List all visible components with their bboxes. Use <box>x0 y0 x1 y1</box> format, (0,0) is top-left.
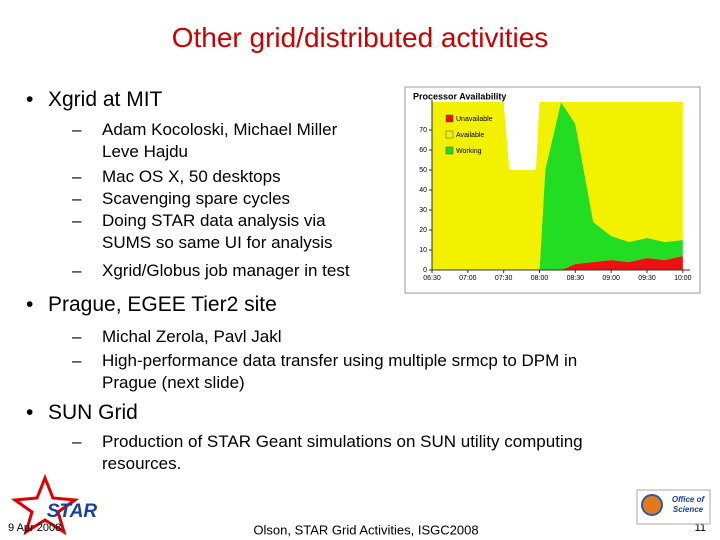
legend-swatch <box>445 114 454 123</box>
x-tick-label: 06:30 <box>423 275 441 282</box>
sub-bullet: Production of STAR Geant simulations on … <box>72 432 583 452</box>
sub-bullet: Xgrid/Globus job manager in test <box>72 261 350 281</box>
y-tick-label: 70 <box>419 127 427 134</box>
sub-bullet: Mac OS X, 50 desktops <box>72 167 281 187</box>
x-tick-label: 07:00 <box>459 275 477 282</box>
sub-bullet: High-performance data transfer using mul… <box>72 351 577 371</box>
legend-label: Unavailable <box>456 116 493 123</box>
y-tick-label: 20 <box>419 227 427 234</box>
x-tick-label: 10:00 <box>674 275 692 282</box>
y-tick-label: 0 <box>423 267 427 274</box>
office-logo-icon <box>641 494 663 516</box>
y-tick-label: 40 <box>419 187 427 194</box>
x-tick-label: 08:00 <box>531 275 549 282</box>
x-tick-label: 09:00 <box>602 275 620 282</box>
legend-swatch <box>445 146 454 155</box>
page-number: 11 <box>695 522 706 534</box>
area <box>432 102 683 270</box>
sub-bullet: Scavenging spare cycles <box>72 189 290 209</box>
area <box>432 256 683 270</box>
footer-center: Olson, STAR Grid Activities, ISGC2008 <box>253 522 478 537</box>
footer-date: 9 Apr 2008 <box>8 522 61 534</box>
sub-bullet: Michal Zerola, Pavl Jakl <box>72 327 281 347</box>
legend-label: Available <box>456 132 484 139</box>
bullet: Prague, EGEE Tier2 site <box>26 293 277 317</box>
bullet: Xgrid at MIT <box>26 88 162 112</box>
x-tick-label: 09:30 <box>638 275 656 282</box>
x-tick-label: 07:30 <box>495 275 513 282</box>
star-logo <box>10 473 80 536</box>
bullet: SUN Grid <box>26 401 138 425</box>
sub-bullet: resources. <box>102 454 182 473</box>
area <box>432 102 683 270</box>
office-logo-text: Office of <box>672 495 706 504</box>
sub-bullet: Prague (next slide) <box>102 373 245 392</box>
legend-swatch <box>445 130 454 139</box>
legend-label: Working <box>456 148 482 155</box>
y-tick-label: 50 <box>419 167 427 174</box>
chart-title: Processor Availability <box>413 91 506 101</box>
y-tick-label: 30 <box>419 207 427 214</box>
slide-title: Other grid/distributed activities <box>171 22 549 53</box>
y-tick-label: 60 <box>419 147 427 154</box>
x-tick-label: 08:30 <box>567 275 585 282</box>
sub-bullet: SUMS so same UI for analysis <box>102 233 333 252</box>
office-logo-text: Science <box>673 505 704 514</box>
sub-bullet: Doing STAR data analysis via <box>72 211 326 231</box>
y-tick-label: 10 <box>419 247 427 254</box>
sub-bullet: Adam Kocoloski, Michael Miller <box>72 120 337 140</box>
sub-bullet: Leve Hajdu <box>102 142 189 161</box>
star-logo-text: STAR <box>47 501 98 522</box>
